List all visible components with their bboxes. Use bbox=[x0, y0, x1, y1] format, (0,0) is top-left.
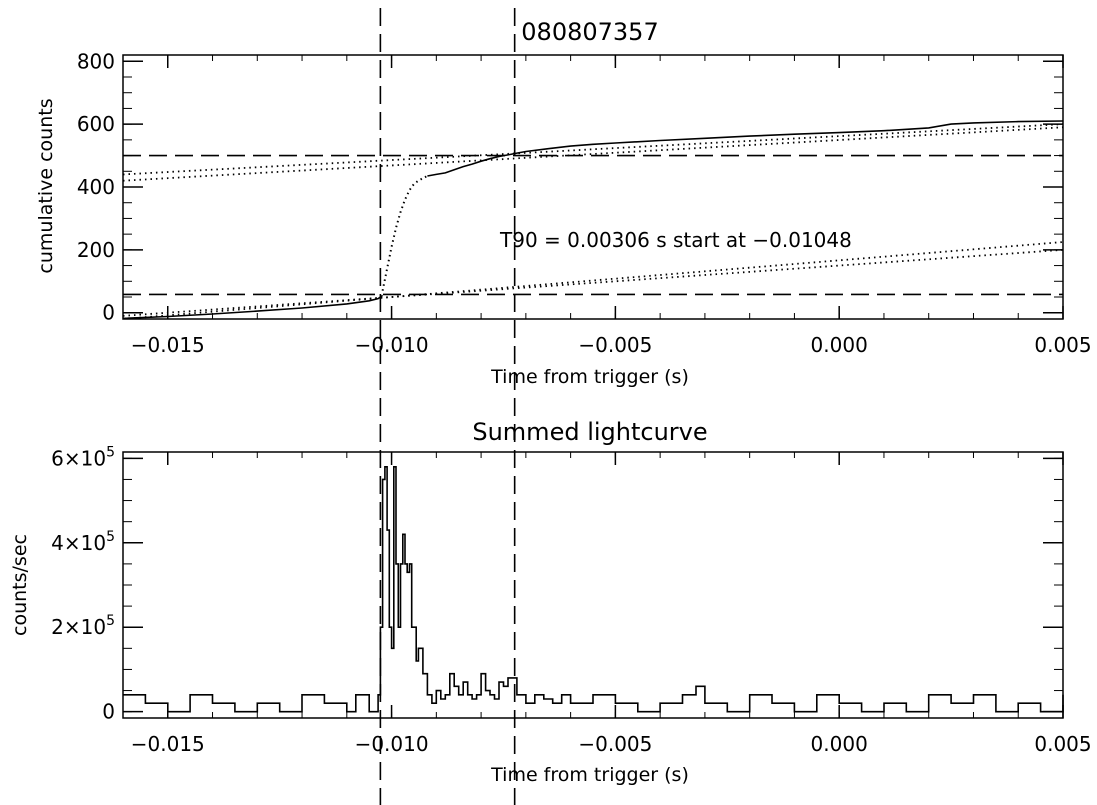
lightcurve-x-axis-title: Time from trigger (s) bbox=[490, 764, 689, 786]
cumulative-ticks: −0.015 −0.010 −0.005 0.000 0.005 0 200 400 600 80… bbox=[77, 49, 1092, 357]
y-tick-label: 6×105 bbox=[51, 444, 115, 470]
fit-line bbox=[123, 241, 1063, 319]
fit-line bbox=[123, 126, 1063, 182]
cumulative-counts-line bbox=[427, 120, 1063, 177]
cumulative-counts-line bbox=[123, 294, 384, 319]
fit-line bbox=[123, 248, 1063, 317]
x-tick-label: 0.005 bbox=[1034, 732, 1091, 756]
y-tick-label: 200 bbox=[77, 238, 115, 262]
lightcurve-step-line bbox=[123, 466, 1064, 713]
t90-interval-markers bbox=[379, 8, 516, 805]
cumulative-title: 080807357 bbox=[521, 18, 658, 46]
x-tick-label: −0.010 bbox=[355, 333, 429, 357]
x-tick-label: −0.005 bbox=[578, 732, 652, 756]
x-tick-label: 0.005 bbox=[1034, 333, 1091, 357]
lightcurve-title: Summed lightcurve bbox=[472, 418, 707, 446]
cumulative-series bbox=[123, 120, 1063, 319]
lightcurve-series bbox=[123, 466, 1064, 713]
t90-annotation: T90 = 0.00306 s start at −0.01048 bbox=[499, 228, 852, 252]
y-tick-label: 0 bbox=[102, 301, 115, 325]
cumulative-y-axis-title: cumulative counts bbox=[35, 98, 57, 273]
x-tick-label: −0.015 bbox=[131, 732, 205, 756]
fit-line bbox=[123, 123, 1063, 176]
lightcurve-ticks: −0.015 −0.010 −0.005 0.000 0.005 0 2×105 4×105 6… bbox=[51, 444, 1091, 756]
y-tick-label: 0 bbox=[102, 700, 115, 724]
x-tick-label: −0.010 bbox=[355, 732, 429, 756]
y-tick-label: 2×105 bbox=[51, 613, 115, 639]
y-tick-label: 400 bbox=[77, 175, 115, 199]
x-tick-label: −0.005 bbox=[578, 333, 652, 357]
y-tick-label: 4×105 bbox=[51, 529, 115, 555]
x-tick-label: 0.000 bbox=[811, 333, 868, 357]
y-tick-label: 600 bbox=[77, 112, 115, 136]
y-tick-label: 800 bbox=[77, 49, 115, 73]
cumulative-plot-frame bbox=[122, 54, 1064, 320]
cumulative-panel: 080807357 −0.015 −0.010 −0.005 0.000 0.005 0 2… bbox=[35, 18, 1092, 388]
cumulative-x-axis-title: Time from trigger (s) bbox=[490, 366, 689, 388]
lightcurve-plot-frame bbox=[122, 451, 1064, 719]
cumulative-threshold-lines bbox=[123, 154, 1063, 296]
cumulative-fit-lines bbox=[123, 123, 1063, 319]
x-tick-label: −0.015 bbox=[131, 333, 205, 357]
cumulative-counts-line bbox=[381, 175, 428, 291]
x-tick-label: 0.000 bbox=[811, 732, 868, 756]
lightcurve-panel: Summed lightcurve −0.015 −0.010 −0.005 0.00… bbox=[9, 418, 1092, 786]
lightcurve-y-axis-title: counts/sec bbox=[9, 534, 31, 636]
